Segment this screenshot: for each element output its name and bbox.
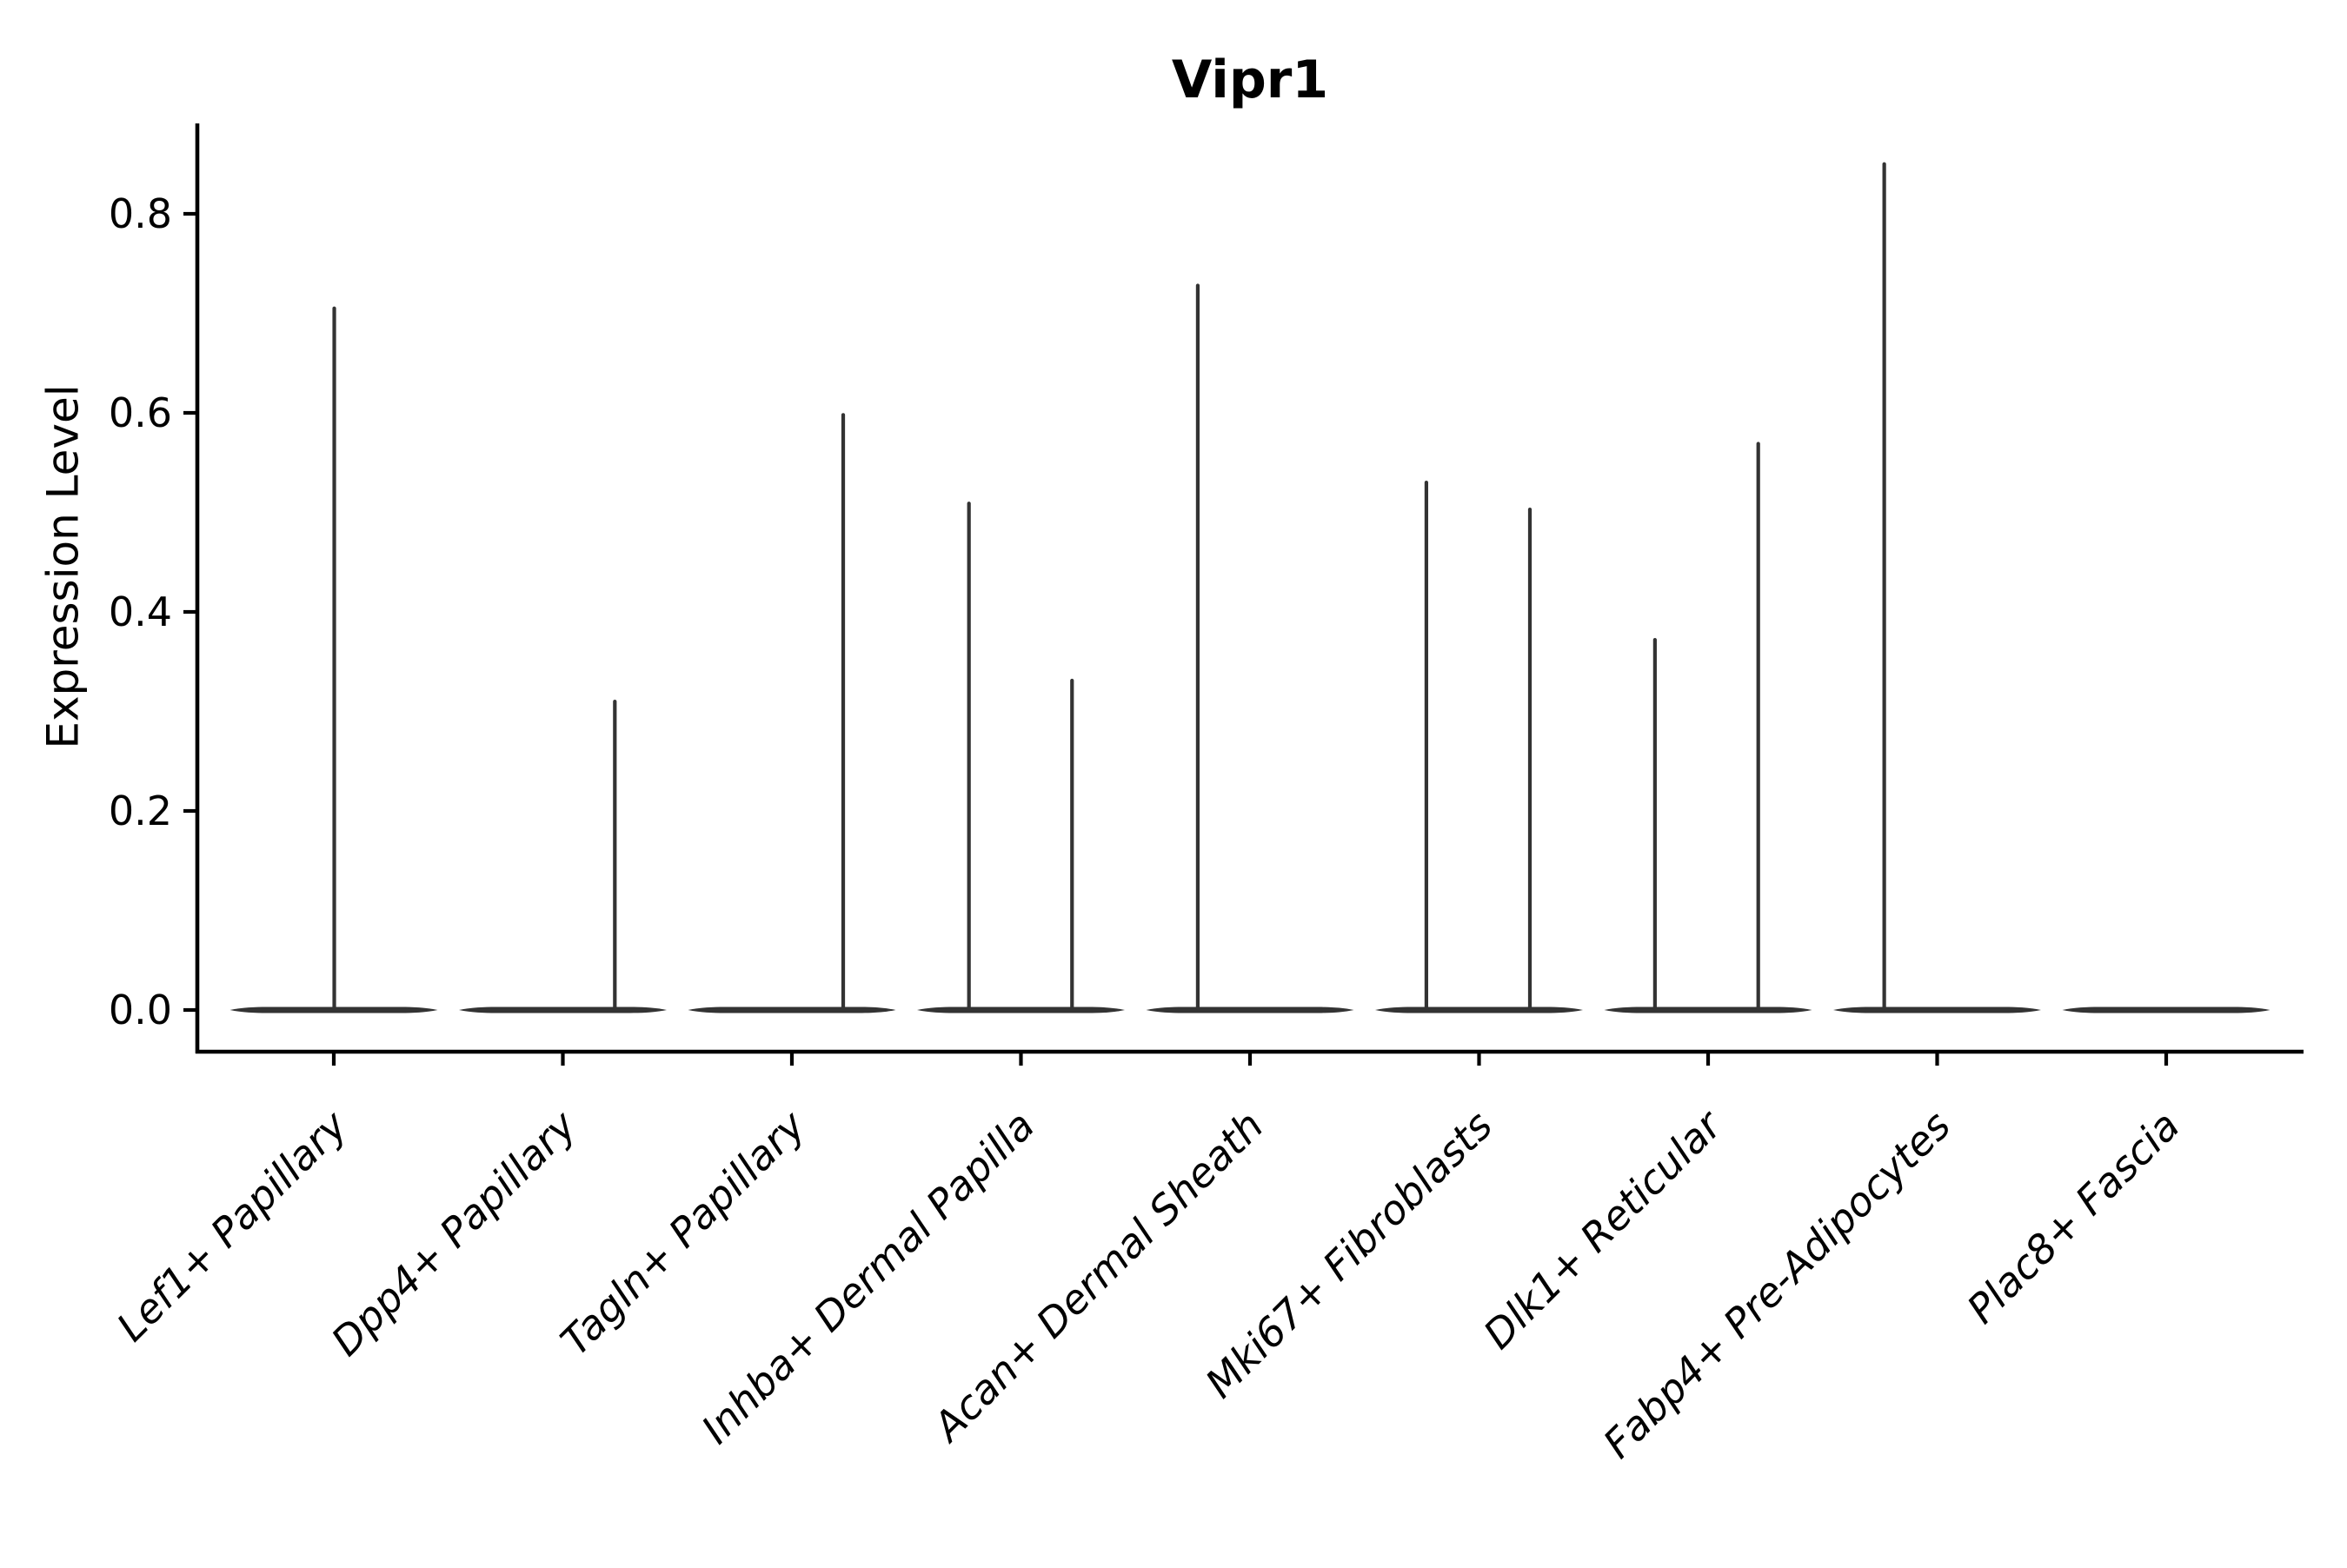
y-tick-label: 0.8 [109,190,172,237]
x-tick-label: Plac8+ Fascia [1958,1102,2188,1332]
y-tick-label: 0.6 [109,389,172,436]
violin-base [688,1007,896,1013]
violin [1833,162,2041,1013]
x-tick-label: Lef1+ Papillary [108,1101,356,1350]
y-tick-label: 0.2 [109,787,172,834]
violin-base [1604,1007,1812,1013]
violin-base [1833,1007,2041,1013]
violin-base [917,1007,1125,1013]
y-axis-label: Expression Level [38,384,89,748]
violin [1604,442,1812,1013]
violin [229,306,438,1013]
violin [917,502,1125,1013]
violin [459,699,667,1013]
y-tick-label: 0.4 [109,588,172,635]
violins [229,162,2271,1013]
violin [2062,1007,2271,1013]
y-axis-ticks: 0.0 0.2 0.4 0.6 0.8 [109,190,197,1033]
chart-title: Vipr1 [1172,50,1328,110]
x-tick-label: Dpp4+ Papillary [322,1101,586,1365]
y-tick-label: 0.0 [109,987,172,1033]
x-tick-label: Tagln+ Papillary [551,1101,814,1365]
violin [1375,481,1583,1013]
violin-base [1375,1007,1583,1013]
violin [688,413,896,1013]
violin-base [459,1007,667,1013]
violin-base [2062,1007,2271,1013]
x-tick-label: Dlk1+ Reticular [1474,1100,1732,1358]
violin-base [1146,1007,1354,1013]
violin [1146,283,1354,1013]
